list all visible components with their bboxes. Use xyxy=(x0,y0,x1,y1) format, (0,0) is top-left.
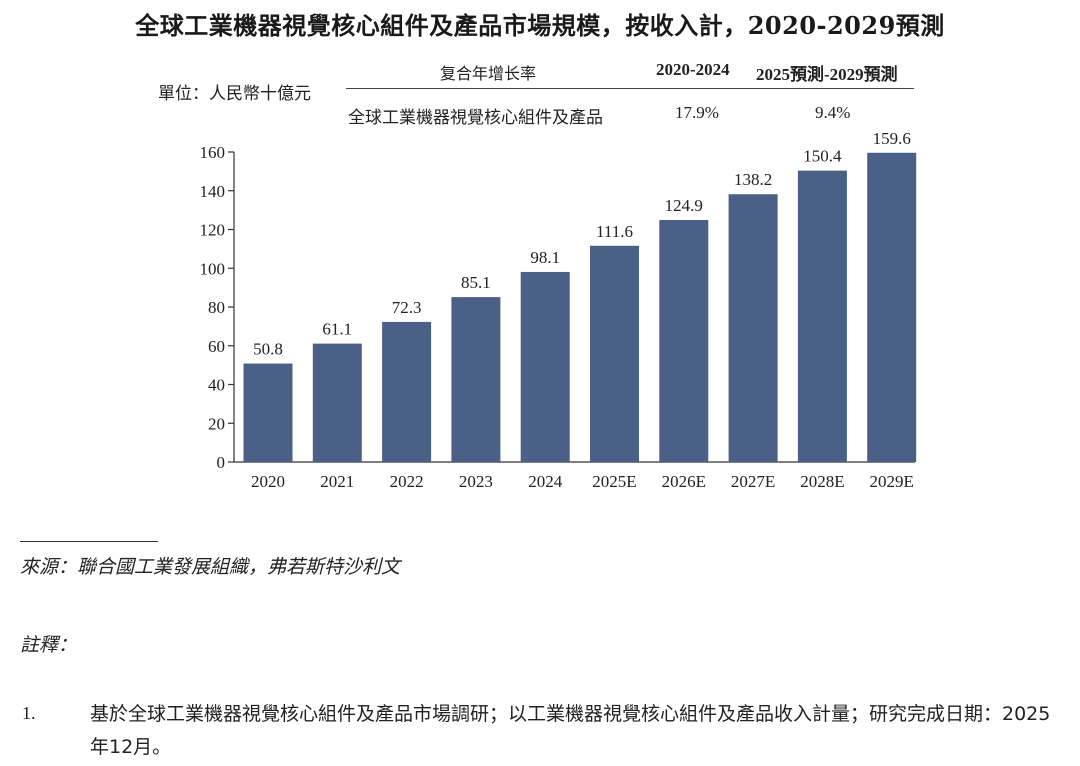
bar xyxy=(797,170,847,462)
bar-value-label: 61.1 xyxy=(322,320,352,339)
x-tick-label: 2027E xyxy=(731,472,775,491)
cagr-row-name: 全球工業機器視覺核心組件及產品 xyxy=(348,108,603,128)
cagr-value-1: 17.9% xyxy=(675,103,719,122)
bar-value-label: 111.6 xyxy=(596,222,633,241)
cagr-period-1: 2020-2024 xyxy=(656,60,730,79)
chart-title: 全球工業機器視覺核心組件及產品市場規模，按收入計，2020-2029預測 xyxy=(135,11,945,40)
bar-chart: 0 20 40 60 80 100 120 140 160 50.8 2020 61.1 2021 72.… xyxy=(200,129,917,491)
x-tick-label: 2028E xyxy=(800,472,844,491)
source-text: 來源：聯合國工業發展組織，弗若斯特沙利文 xyxy=(20,556,401,578)
y-tick-label: 40 xyxy=(208,376,225,395)
bar xyxy=(243,363,293,462)
y-tick-label: 20 xyxy=(208,414,225,433)
cagr-value-2: 9.4% xyxy=(815,103,851,122)
cagr-header: 复合年增长率 xyxy=(440,64,537,83)
x-tick-label: 2022 xyxy=(390,472,424,491)
bar xyxy=(728,194,778,463)
y-tick-label: 60 xyxy=(208,337,225,356)
cagr-divider xyxy=(346,88,914,89)
bar-value-label: 72.3 xyxy=(392,298,422,317)
x-tick-label: 2026E xyxy=(662,472,706,491)
x-tick-label: 2029E xyxy=(870,472,914,491)
y-tick-label: 120 xyxy=(200,221,226,240)
bar xyxy=(590,245,639,462)
x-tick-label: 2021 xyxy=(320,472,354,491)
bar-value-label: 124.9 xyxy=(665,196,703,215)
y-tick-label: 80 xyxy=(208,298,225,317)
bar-value-label: 85.1 xyxy=(461,273,491,292)
bar xyxy=(312,343,362,462)
note-number: 1. xyxy=(22,703,36,723)
x-tick-label: 2025E xyxy=(592,472,636,491)
source-divider xyxy=(20,541,158,542)
bar-value-label: 50.8 xyxy=(253,340,283,359)
bar-value-label: 138.2 xyxy=(734,170,772,189)
bar-value-label: 150.4 xyxy=(803,147,842,166)
note-text: 基於全球工業機器視覺核心組件及產品市場調研；以工業機器視覺核心組件及產品收入計量… xyxy=(90,703,1051,758)
bar xyxy=(451,297,501,462)
x-tick-label: 2023 xyxy=(459,472,493,491)
bar xyxy=(382,321,432,462)
y-tick-label: 160 xyxy=(200,143,226,162)
unit-label: 單位：人民幣十億元 xyxy=(158,84,311,104)
bar-value-label: 98.1 xyxy=(530,248,560,267)
y-tick-label: 100 xyxy=(200,259,226,278)
y-tick-label: 0 xyxy=(217,453,226,472)
x-tick-label: 2024 xyxy=(528,472,563,491)
cagr-period-2: 2025預測-2029預測 xyxy=(756,65,898,84)
bar xyxy=(659,220,709,462)
bar-value-label: 159.6 xyxy=(873,129,911,148)
x-tick-label: 2020 xyxy=(251,472,285,491)
bar xyxy=(520,271,570,462)
notes-title: 註釋： xyxy=(20,634,78,656)
y-tick-label: 140 xyxy=(200,182,226,201)
bar xyxy=(867,152,917,462)
